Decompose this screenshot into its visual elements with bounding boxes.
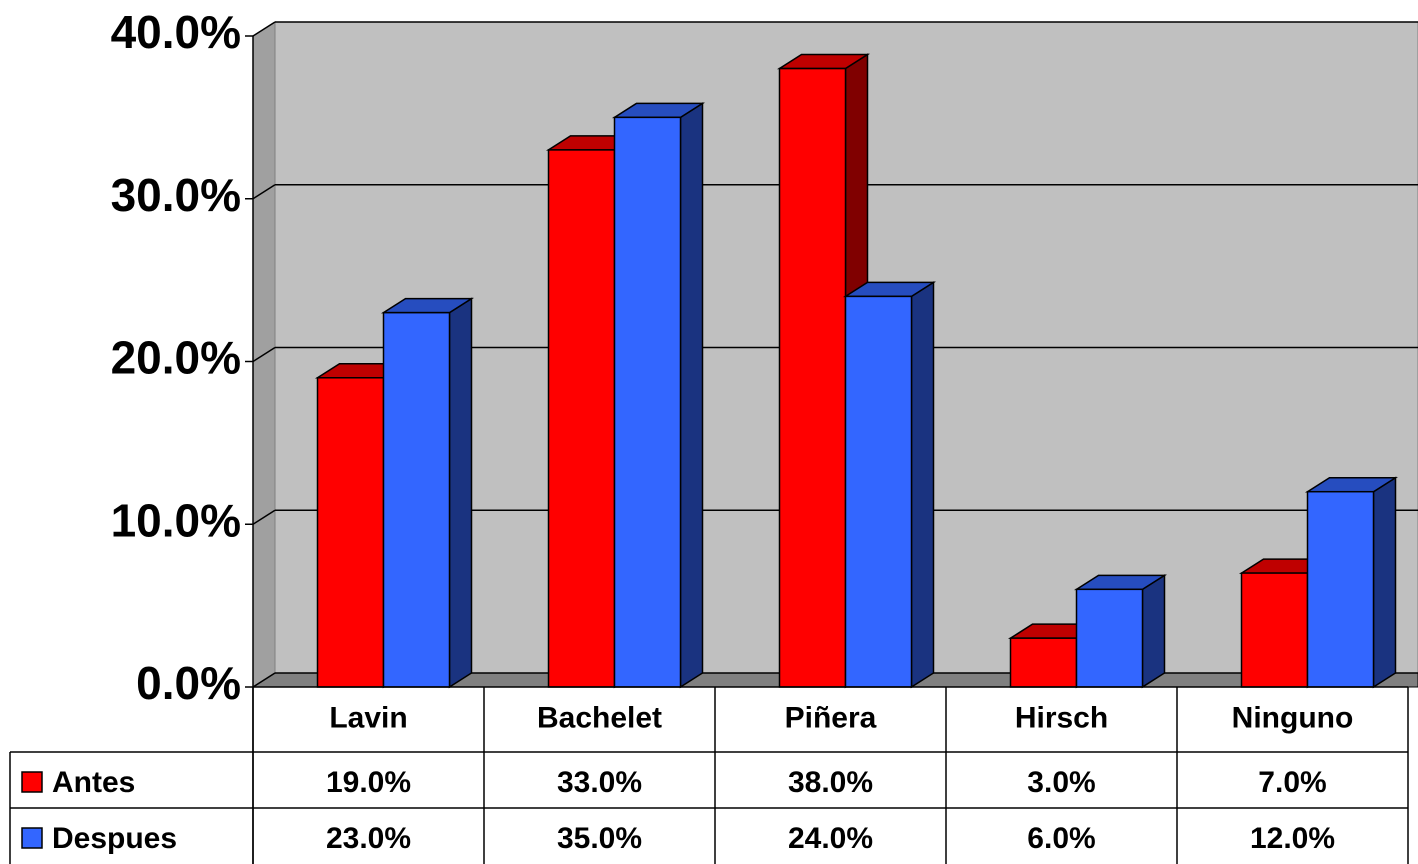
legend-label: Antes [52, 766, 135, 799]
y-tick-label: 20.0% [111, 332, 241, 384]
y-tick-label: 30.0% [111, 169, 241, 221]
bar [613, 116, 682, 688]
data-label: 38.0% [788, 766, 873, 799]
data-label: 6.0% [1027, 822, 1095, 855]
legend-swatch [21, 827, 43, 849]
category-label: Piñera [785, 701, 877, 734]
grid-line-side [252, 346, 276, 363]
data-label: 24.0% [788, 822, 873, 855]
bar [316, 377, 385, 688]
data-label: 23.0% [326, 822, 411, 855]
bar [1306, 490, 1375, 688]
bar-side [1372, 476, 1397, 689]
y-tick-label: 0.0% [136, 657, 241, 709]
data-label: 19.0% [326, 766, 411, 799]
category-label: Bachelet [537, 701, 662, 734]
bar [1009, 637, 1078, 688]
bar-side [1141, 573, 1166, 689]
data-label: 35.0% [557, 822, 642, 855]
data-label: 7.0% [1258, 766, 1326, 799]
legend-swatch [21, 771, 43, 793]
grid-line-side [252, 184, 276, 200]
grid-line-side [252, 21, 276, 37]
grid-line-side [252, 672, 276, 688]
y-tick-label: 10.0% [111, 494, 241, 546]
legend-label: Despues [52, 822, 177, 855]
data-label: 12.0% [1250, 822, 1335, 855]
bar [547, 149, 616, 688]
bar-side [910, 281, 935, 689]
bar [778, 67, 847, 688]
data-label: 33.0% [557, 766, 642, 799]
grid-line-side [252, 509, 276, 525]
bar-side [679, 102, 704, 689]
category-label: Lavin [329, 701, 407, 734]
bar [1075, 588, 1144, 688]
bar [1240, 572, 1309, 688]
bar-side [448, 297, 473, 689]
category-label: Ninguno [1232, 701, 1354, 734]
data-label: 3.0% [1027, 766, 1095, 799]
y-tick-label: 40.0% [111, 6, 241, 58]
bar [844, 295, 913, 688]
category-label: Hirsch [1015, 701, 1108, 734]
bar [382, 311, 451, 688]
